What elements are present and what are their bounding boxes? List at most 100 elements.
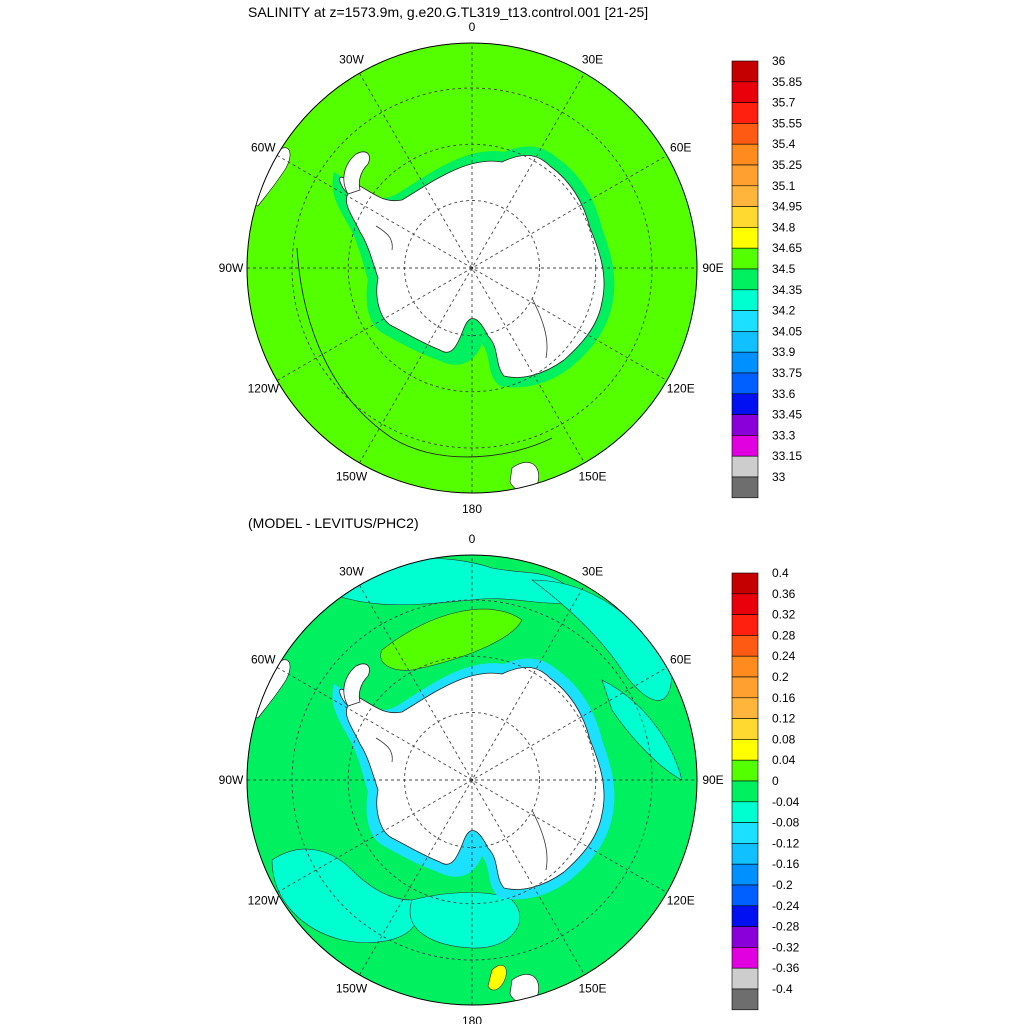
bottom-map-clip [247, 555, 697, 1005]
colorbar-label: 34.65 [772, 241, 802, 255]
meridian-label: 120E [667, 894, 695, 908]
colorbar-swatch [731, 455, 759, 478]
top-panel-title: SALINITY at z=1573.9m, g.e20.G.TL319_t13… [248, 4, 649, 20]
colorbar-label: 0.32 [772, 608, 796, 622]
colorbar-label: 33.45 [772, 408, 802, 422]
meridian-label: 180 [462, 502, 482, 516]
meridian-label: 30W [339, 52, 364, 66]
bottom-difference-map: 0 30E 60E 90E 120E 150E 180 150W 120W 90W 60W 30W [219, 532, 724, 1024]
meridian-label: 120E [667, 382, 695, 396]
colorbar-label: 35.85 [772, 75, 802, 89]
latitude-circle [347, 143, 597, 393]
meridian-label: 150E [578, 470, 606, 484]
colorbar-swatch [731, 863, 759, 886]
colorbar-swatch [731, 843, 759, 865]
colorbar-label: 0.24 [772, 649, 796, 663]
bottom-colorbar: 0.4 0.36 0.32 0.28 0.24 0.2 0.16 0.12 0.08 0.04 0 -… [731, 566, 800, 1011]
colorbar-swatch [731, 351, 759, 374]
colorbar-label: 34.8 [772, 220, 796, 234]
salinity-contour [296, 247, 553, 458]
meridian-label: 60E [670, 141, 691, 155]
top-colorbar: 36 35.85 35.7 35.55 35.4 35.25 35.1 34.95 34.8 34… [731, 54, 802, 499]
colorbar-label: -0.12 [772, 836, 800, 850]
colorbar-swatch [731, 185, 759, 207]
meridian-label: 60W [251, 141, 276, 155]
colorbar-swatch [731, 60, 759, 83]
colorbar-label: 35.55 [772, 116, 802, 130]
colorbar-swatch [731, 289, 759, 311]
colorbar-label: 35.1 [772, 179, 796, 193]
colorbar-swatch [731, 227, 759, 249]
meridian-label: 60E [670, 653, 691, 667]
colorbar-swatch [731, 247, 759, 270]
colorbar-label: -0.32 [772, 940, 800, 954]
colorbar-label: 33.3 [772, 428, 796, 442]
colorbar-label: -0.28 [772, 920, 800, 934]
colorbar-label: 33.6 [772, 387, 796, 401]
colorbar-swatch [731, 676, 759, 699]
colorbar-label: 0.2 [772, 670, 789, 684]
latitude-circle [404, 712, 540, 848]
meridian-line [359, 584, 585, 976]
antarctic-peninsula [343, 151, 370, 195]
meridian-label: 90W [219, 261, 244, 275]
ice-shelf-outline [531, 809, 548, 871]
meridian-label: 30W [339, 564, 364, 578]
latitude-circle [404, 200, 540, 336]
colorbar-label: 35.25 [772, 158, 802, 172]
colorbar-swatch [731, 718, 759, 740]
colorbar-swatch [731, 947, 759, 969]
colorbar-label: 34.35 [772, 283, 802, 297]
colorbar-swatch [731, 102, 759, 124]
meridian-label: 30E [582, 564, 603, 578]
colorbar-label: 0.08 [772, 732, 796, 746]
top-salinity-map: 0 30E 60E 90E 120E 150E 180 150W 120W 90W 60W 30W [219, 20, 724, 516]
colorbar-swatch [731, 393, 759, 415]
colorbar-swatch [731, 435, 759, 457]
colorbar-label: 35.4 [772, 137, 796, 151]
colorbar-swatch [731, 759, 759, 782]
colorbar-swatch [731, 268, 759, 291]
anomaly-region [409, 892, 521, 949]
new-zealand-landmass [509, 462, 540, 493]
top-map-clip [247, 43, 697, 493]
colorbar-swatch [731, 967, 759, 990]
colorbar-label: 34.05 [772, 324, 802, 338]
colorbar-swatch [731, 655, 759, 678]
meridian-label: 120W [248, 894, 280, 908]
anomaly-region [531, 579, 673, 701]
ice-shelf-outline [375, 737, 393, 763]
meridian-label: 90W [219, 773, 244, 787]
meridian-label: 90E [702, 261, 723, 275]
meridian-label: 60W [251, 653, 276, 667]
colorbar-label: -0.16 [772, 857, 800, 871]
colorbar-swatch [731, 81, 759, 103]
map-border [246, 42, 698, 494]
colorbar-label: 0 [772, 774, 779, 788]
bottom-panel-title: (MODEL - LEVITUS/PHC2) [248, 515, 419, 531]
colorbar-label: 35.7 [772, 96, 796, 110]
colorbar-label: -0.4 [772, 982, 793, 996]
colorbar-label: 33 [772, 470, 786, 484]
latitude-circle [291, 599, 653, 961]
colorbar-swatch [731, 206, 759, 228]
anomaly-region [380, 608, 523, 671]
colorbar-swatch [731, 372, 759, 395]
colorbar-label: 33.15 [772, 449, 802, 463]
antarctic-peninsula [343, 663, 370, 707]
meridian-label: 0 [469, 532, 476, 546]
antarctica-landmass [339, 666, 605, 890]
meridian-label: 150W [336, 982, 368, 996]
meridian-line [359, 72, 585, 464]
colorbar-swatch [731, 123, 759, 145]
colorbar-label: 0.4 [772, 566, 789, 580]
colorbar-swatch [731, 593, 759, 615]
colorbar-swatch [731, 476, 759, 499]
ice-shelf-outline [375, 225, 393, 251]
colorbar-label: -0.36 [772, 961, 800, 975]
colorbar-label: 0.04 [772, 753, 796, 767]
colorbar-label: 33.9 [772, 345, 796, 359]
colorbar-label: -0.2 [772, 878, 793, 892]
colorbar-label: -0.24 [772, 899, 800, 913]
